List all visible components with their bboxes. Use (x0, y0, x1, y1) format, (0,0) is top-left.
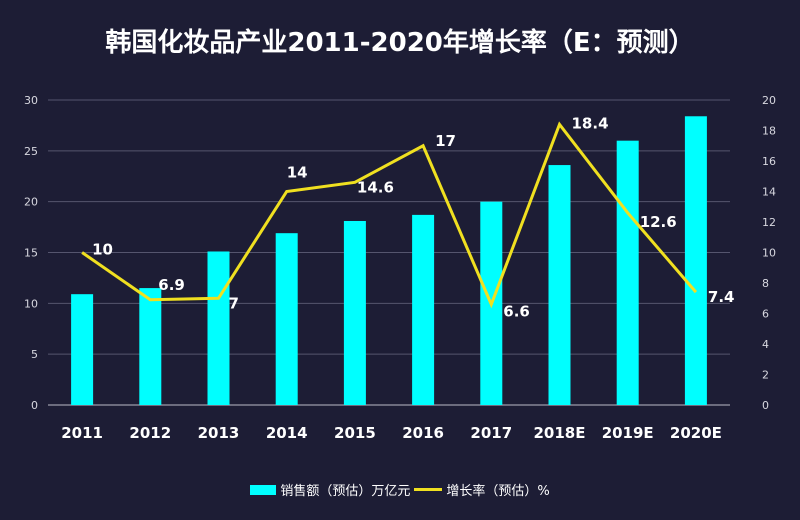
legend: 销售额（预估）万亿元 增长率（预估）% (0, 480, 800, 499)
bar-2020E (684, 116, 707, 406)
bar-2011 (71, 294, 94, 405)
x-tick-label: 2017 (470, 424, 512, 442)
data-label: 18.4 (572, 114, 609, 132)
bar-2012 (139, 288, 162, 405)
x-tick-label: 2013 (198, 424, 240, 442)
data-label: 7.4 (708, 288, 735, 306)
y-left-tick-label: 15 (24, 247, 38, 260)
bar-2013 (207, 251, 230, 405)
growth-line (81, 121, 698, 309)
y-left-tick-label: 30 (24, 94, 38, 107)
y-right-tick-label: 16 (762, 155, 776, 168)
data-label: 6.6 (503, 302, 530, 320)
y-right-tick-label: 0 (762, 399, 769, 412)
legend-swatch-bar (250, 484, 277, 495)
x-tick-label: 2019E (602, 424, 654, 442)
y-left-tick-label: 25 (24, 145, 38, 158)
chart-title: 韩国化妆品产业2011-2020年增长率（E：预测） (105, 28, 695, 58)
bar-2016 (412, 214, 435, 405)
data-label: 14.6 (357, 178, 394, 196)
data-label: 14 (287, 164, 308, 182)
y-right-tick-label: 18 (762, 125, 776, 138)
legend-label-growth: 增长率（预估）% (446, 484, 550, 499)
x-tick-label: 2012 (129, 424, 171, 442)
legend-label-sales: 销售额（预估）万亿元 (280, 484, 411, 499)
y-right-tick-label: 2 (762, 369, 769, 382)
data-label: 7 (229, 294, 239, 312)
y-right-tick-label: 14 (762, 186, 776, 199)
x-tick-label: 2016 (402, 424, 444, 442)
x-tick-label: 2015 (334, 424, 376, 442)
y-right-tick-label: 6 (762, 308, 769, 321)
y-right-tick-label: 8 (762, 277, 769, 290)
y-right-tick-label: 12 (762, 216, 776, 229)
x-tick-label: 2018E (534, 424, 586, 442)
y-left-tick-label: 5 (31, 348, 38, 361)
bar-2015 (343, 220, 366, 405)
bar-2019E (616, 140, 639, 405)
y-left-tick-label: 0 (31, 399, 38, 412)
x-tick-label: 2014 (266, 424, 308, 442)
x-tick-label: 2020E (670, 424, 722, 442)
data-label: 6.9 (158, 276, 185, 294)
bar-2018E (548, 165, 571, 405)
legend-swatch-line (414, 488, 443, 491)
data-label: 12.6 (640, 213, 677, 231)
bar-2014 (275, 233, 298, 405)
y-right-tick-label: 20 (762, 94, 776, 107)
y-right-tick-label: 4 (762, 338, 769, 351)
data-label: 10 (92, 241, 113, 259)
y-left-tick-label: 10 (24, 297, 38, 310)
data-label: 17 (435, 132, 456, 150)
x-tick-label: 2011 (61, 424, 103, 442)
y-right-tick-label: 10 (762, 247, 776, 260)
y-left-tick-label: 20 (24, 196, 38, 209)
